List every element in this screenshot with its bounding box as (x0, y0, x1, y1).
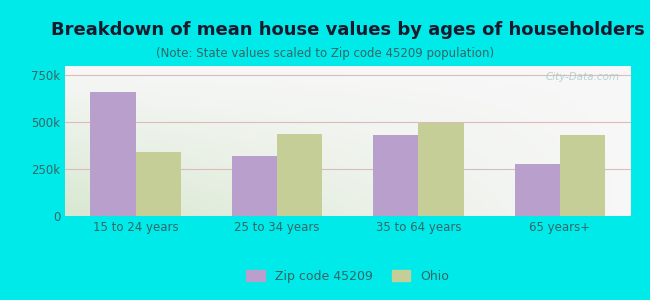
Text: (Note: State values scaled to Zip code 45209 population): (Note: State values scaled to Zip code 4… (156, 46, 494, 59)
Title: Breakdown of mean house values by ages of householders: Breakdown of mean house values by ages o… (51, 21, 645, 39)
Bar (515, 164, 560, 216)
Bar (560, 135, 605, 216)
Text: City-Data.com: City-Data.com (545, 72, 619, 82)
Bar (232, 156, 277, 216)
Bar (136, 152, 181, 216)
Legend: Zip code 45209, Ohio: Zip code 45209, Ohio (241, 265, 454, 288)
Bar (277, 134, 322, 216)
Bar (373, 135, 419, 216)
Bar (419, 123, 463, 216)
Bar (90, 92, 136, 216)
